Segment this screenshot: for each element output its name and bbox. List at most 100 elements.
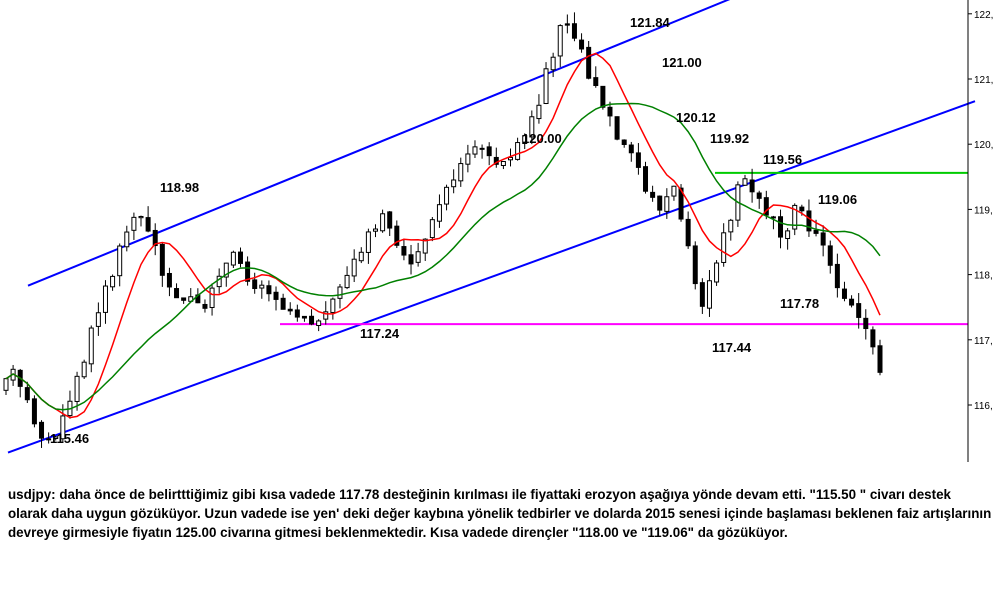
- candle-body: [827, 245, 833, 266]
- ma-long-line: [5, 102, 881, 411]
- candle-body: [657, 195, 663, 211]
- candle-body: [749, 179, 755, 193]
- commentary-text: usdjpy: daha önce de belirtttiğimiz gibi…: [8, 487, 992, 540]
- candle-body: [678, 187, 684, 220]
- candle-body: [543, 68, 549, 105]
- price-label-119.06: 119.06: [818, 192, 857, 207]
- y-tick-label: 122,: [974, 10, 993, 21]
- candle-body: [60, 415, 66, 440]
- candle-body: [24, 387, 30, 401]
- candle-body: [131, 216, 137, 231]
- candle-body: [422, 238, 428, 254]
- candle-body: [152, 229, 158, 247]
- candle-body: [117, 245, 123, 277]
- candle-body: [557, 25, 563, 57]
- candle-body: [692, 245, 698, 285]
- candle-body: [110, 275, 116, 288]
- candle-body: [472, 146, 478, 155]
- price-label-117.78: 117.78: [780, 296, 819, 311]
- candle-body: [309, 315, 315, 325]
- candle-body: [834, 263, 840, 289]
- candle-body: [522, 135, 528, 144]
- candle-body: [202, 303, 208, 309]
- y-tick-label: 116,: [974, 401, 993, 412]
- candle-body: [685, 218, 691, 247]
- price-label-121.84: 121.84: [630, 15, 671, 30]
- candle-body: [280, 297, 286, 310]
- candle-body: [408, 254, 414, 265]
- candle-body: [138, 215, 144, 219]
- candle-body: [756, 192, 762, 199]
- candle-body: [124, 231, 130, 248]
- candle-body: [877, 345, 883, 373]
- y-tick-label: 119,: [974, 205, 993, 216]
- candle-body: [145, 217, 151, 232]
- y-tick-label: 120,: [974, 140, 993, 151]
- candle-body: [536, 104, 542, 120]
- candle-body: [841, 288, 847, 299]
- price-chart: 116, 117, 118, 119, 120, 121, 122, 121.84 121.00…: [3, 0, 993, 462]
- price-label-119.56: 119.56: [763, 152, 802, 167]
- candle-body: [301, 315, 307, 319]
- candle-body: [39, 421, 45, 439]
- candle-body: [223, 262, 229, 278]
- channel-line-upper: [27, 0, 731, 287]
- candle-body: [273, 291, 279, 300]
- candle-body: [380, 213, 386, 232]
- candle-body: [849, 298, 855, 306]
- candle-body: [53, 436, 59, 439]
- y-tick-label: 117,: [974, 336, 993, 347]
- candle-body: [564, 23, 570, 26]
- candle-body: [770, 216, 776, 219]
- candle-body: [351, 258, 357, 277]
- candle-body: [337, 286, 343, 299]
- candle-body: [372, 228, 378, 232]
- candle-body: [699, 282, 705, 307]
- candle-body: [3, 378, 9, 391]
- candle-body: [465, 153, 471, 165]
- candle-body: [344, 274, 350, 289]
- price-label-118.98: 118.98: [160, 180, 199, 195]
- candle-body: [81, 361, 87, 378]
- candle-body: [806, 210, 812, 232]
- candle-body: [365, 231, 371, 253]
- candle-body: [259, 284, 265, 289]
- candle-body: [46, 438, 52, 441]
- candle-body: [508, 156, 514, 161]
- candle-body: [863, 317, 869, 330]
- candle-body: [429, 219, 435, 239]
- candle-body: [74, 375, 80, 402]
- candle-body: [728, 219, 734, 233]
- candle-body: [237, 251, 243, 264]
- candle-body: [174, 288, 180, 299]
- candle-body: [209, 287, 215, 309]
- candle-body: [856, 303, 862, 318]
- candle-body: [813, 229, 819, 234]
- candle-body: [621, 139, 627, 145]
- price-label-120.12: 120.12: [676, 110, 716, 125]
- candle-body: [628, 144, 634, 154]
- candle-body: [635, 152, 641, 168]
- candle-body: [323, 311, 329, 320]
- candle-body: [664, 196, 670, 212]
- candle-body: [643, 166, 649, 192]
- candle-body: [252, 279, 258, 290]
- candle-body: [714, 262, 720, 283]
- candle-body: [579, 39, 585, 50]
- channel-line-lower: [7, 100, 976, 454]
- candle-body: [31, 398, 37, 425]
- candle-body: [387, 211, 393, 229]
- candle-body: [444, 186, 450, 205]
- candle-body: [436, 204, 442, 222]
- price-label-117.24: 117.24: [360, 326, 400, 341]
- candle-body: [159, 243, 165, 276]
- candle-body: [287, 308, 293, 312]
- candle-body: [479, 147, 485, 150]
- candle-body: [614, 116, 620, 140]
- candle-body: [316, 320, 322, 326]
- candle-body: [95, 312, 101, 327]
- candle-body: [102, 285, 108, 313]
- candle-body: [721, 232, 727, 263]
- candle-body: [607, 106, 613, 117]
- candle-body: [458, 163, 464, 182]
